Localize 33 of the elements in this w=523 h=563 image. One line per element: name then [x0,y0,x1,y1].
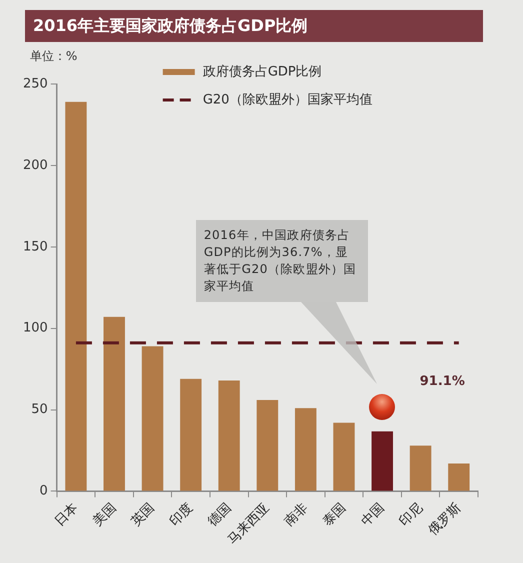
y-tick-label: 0 [40,484,48,499]
x-tick-label: 德国 [205,500,234,530]
y-tick-label: 200 [22,158,48,173]
annotation: 91.1% [420,374,465,390]
y-tick-label: 100 [22,320,48,336]
bar [256,400,278,491]
x-tick-label: 南非 [282,500,311,530]
x-tick-label: 泰国 [320,500,350,530]
bar [104,316,125,491]
x-tick-label: 印尼 [396,500,426,530]
bar [410,446,432,491]
bar [372,431,393,491]
legend-label: 政府债务占GDP比例 [202,63,322,80]
legend-label: G20（除欧盟外）国家平均值 [202,91,372,108]
y-tick-label: 50 [31,402,48,418]
y-axis-title: 单位：% [30,49,78,64]
bar [218,380,240,491]
x-tick-label: 英国 [128,500,158,530]
annotation: 2016年，中国政府债务占GDP的比例为36.7%，显著低于G20（除欧盟外）国家平均值 [196,220,368,302]
y-tick-label: 250 [22,76,48,92]
x-tick-label: 美国 [90,500,120,530]
x-tick-label: 中国 [358,500,388,530]
bar [333,422,355,491]
x-tick-label: 印度 [166,500,196,530]
chart-title: 2016年主要国家政府债务占GDP比例 [25,10,483,42]
bar [65,102,87,491]
x-tick-label: 日本 [52,500,82,530]
y-tick-label: 150 [22,239,48,254]
bar [142,346,164,491]
bar [294,408,316,491]
bar [180,378,202,491]
x-tick-label: 俄罗斯 [426,500,464,539]
bar [448,464,470,491]
